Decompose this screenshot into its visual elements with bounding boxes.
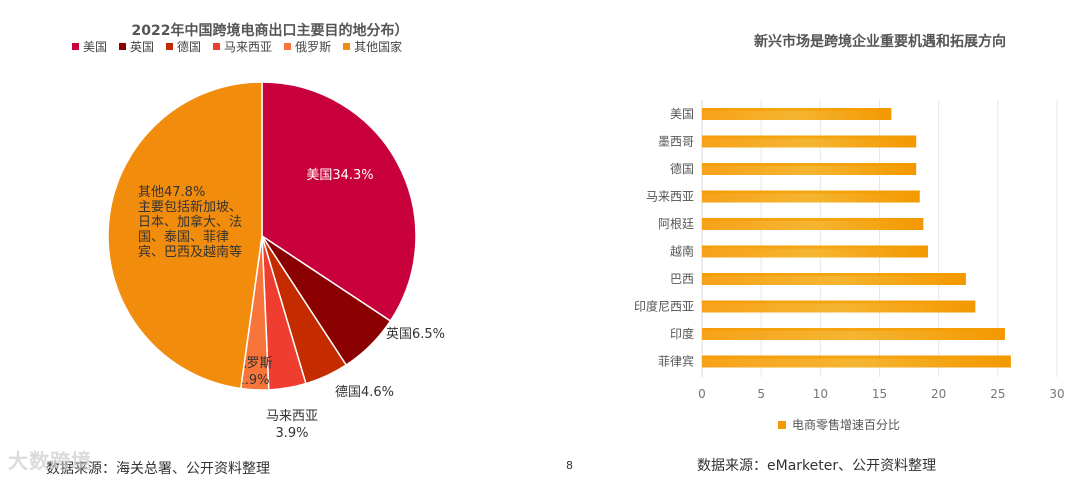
bar-category-label: 越南 [670, 244, 694, 259]
bar-chart-title: 新兴市场是跨境企业重要机遇和拓展方向 [754, 34, 1006, 50]
pie-legend-swatch [166, 43, 174, 50]
bar-category-label: 墨西哥 [658, 135, 694, 149]
bar-category-label: 德国 [670, 161, 694, 176]
pie-legend-item: 英国 [119, 38, 154, 55]
bar-x-tick-label: 30 [1049, 387, 1064, 401]
pie-legend-item: 俄罗斯 [284, 38, 331, 55]
page-number: 8 [566, 459, 573, 472]
bar-category-label: 印度 [670, 326, 694, 341]
bar-highlight [702, 135, 917, 139]
bar-highlight [702, 245, 929, 249]
bar-highlight [702, 273, 966, 276]
pie-legend-label: 德国 [177, 40, 202, 54]
pie-slice [107, 81, 263, 390]
pie-slice-label: 英国6.5% [386, 327, 445, 342]
bar-category-label: 马来西亚 [646, 190, 694, 204]
bar-highlight [702, 108, 892, 111]
pie-legend: 美国 英国 德国 马来西亚 俄罗斯 其他国家 [72, 38, 402, 55]
pie-legend-swatch [284, 43, 292, 50]
pie-source-note: 数据来源：海关总署、公开资料整理 [46, 461, 270, 477]
bar-source-note: 数据来源：eMarketer、公开资料整理 [697, 458, 937, 474]
bar-highlight [702, 163, 917, 166]
pie-legend-swatch [72, 43, 79, 50]
pie-slice-label: 其他47.8%主要包括新加坡、日本、加拿大、法国、泰国、菲律宾、巴西及越南等 [138, 185, 242, 260]
pie-chart: 美国34.3%英国6.5%德国4.6%马来西亚 3.9%俄罗斯 2.9%其他47.8… [107, 81, 445, 441]
pie-legend-label: 英国 [130, 40, 155, 54]
pie-legend-label: 美国 [83, 40, 108, 54]
pie-legend-label: 其他国家 [354, 40, 403, 54]
pie-legend-item: 美国 [72, 38, 107, 55]
bar-x-tick-label: 10 [813, 387, 828, 401]
bar-highlight [702, 328, 1005, 331]
pie-legend-label: 马来西亚 [224, 40, 273, 54]
pie-legend-item: 其他国家 [343, 38, 402, 55]
bar-x-tick-label: 25 [990, 387, 1005, 401]
bar-legend: 电商零售增速百分比 [778, 416, 900, 433]
pie-legend-item: 德国 [166, 38, 201, 55]
pie-legend-swatch [213, 43, 221, 50]
bar-category-label: 阿根廷 [658, 217, 694, 231]
pie-legend-swatch [119, 43, 127, 50]
pie-slice-label: 马来西亚 3.9% [266, 409, 318, 441]
pie-legend-swatch [343, 43, 351, 50]
pie-chart-title: 2022年中国跨境电商出口主要目的地分布） [131, 23, 409, 39]
bar-highlight [702, 218, 924, 221]
pie-legend-item: 马来西亚 [213, 38, 272, 55]
bar-highlight [702, 190, 920, 194]
pie-slice-label: 德国4.6% [335, 385, 394, 400]
bar-category-label: 印度尼西亚 [634, 299, 694, 314]
pie-legend-label: 俄罗斯 [295, 40, 332, 54]
bar-highlight [702, 300, 976, 304]
bar-legend-swatch [778, 420, 786, 429]
bar-x-tick-label: 5 [757, 387, 765, 401]
bar-x-tick-label: 15 [872, 387, 887, 401]
pie-slice-label: 美国34.3% [306, 168, 373, 183]
bar-category-label: 菲律宾 [658, 354, 694, 369]
bar-legend-label: 电商零售增速百分比 [792, 418, 901, 432]
watermark-logo: 大数跨境 [8, 449, 92, 473]
bar-x-tick-label: 0 [698, 387, 706, 401]
bar-highlight [702, 355, 1011, 359]
bar-x-tick-label: 20 [931, 387, 946, 401]
bar-category-label: 美国 [670, 107, 694, 121]
bar-category-label: 巴西 [670, 272, 694, 286]
